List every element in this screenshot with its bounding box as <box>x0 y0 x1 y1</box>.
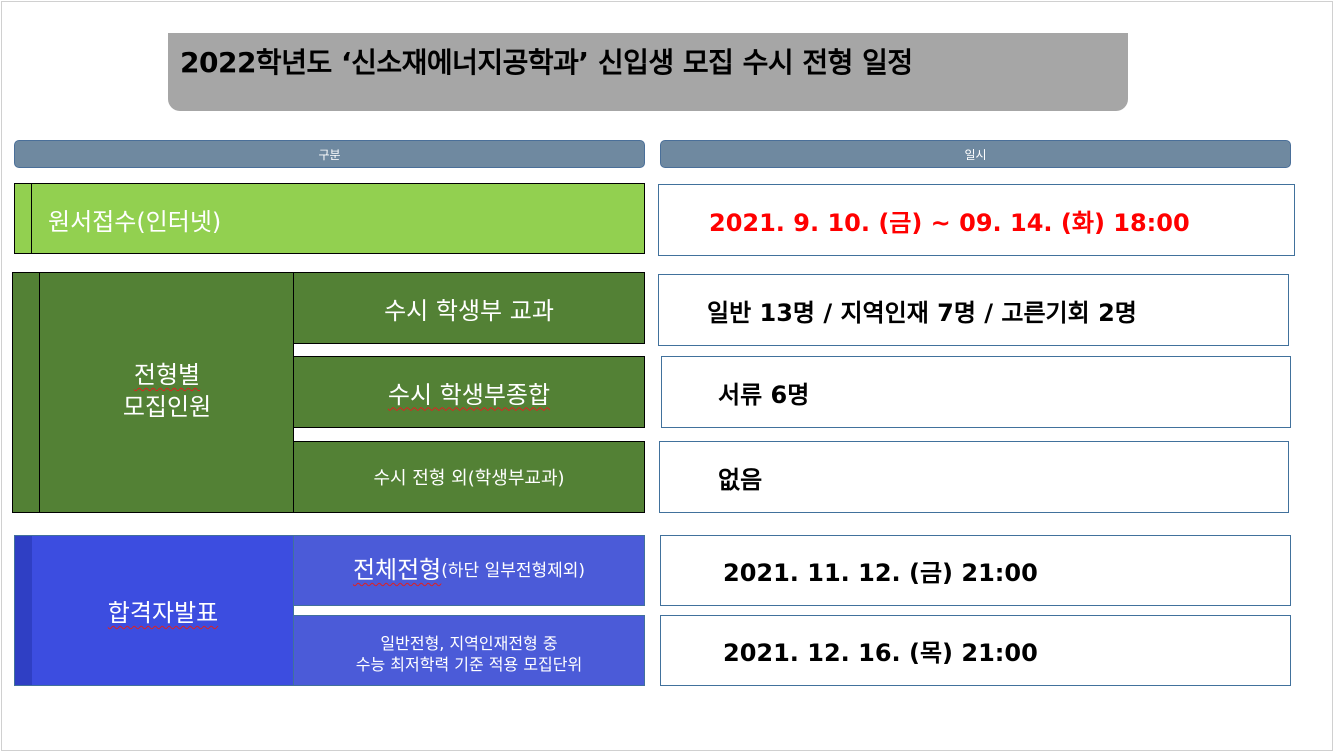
stripe <box>15 536 32 685</box>
quota-type-3: 수시 전형 외(학생부교과) <box>293 441 645 513</box>
announcement-value-1: 2021. 11. 12. (금) 21:00 <box>660 535 1291 606</box>
quota-label-line1: 전형별 <box>133 361 201 389</box>
announcement-type-2-line1: 일반전형, 지역인재전형 중 <box>380 633 558 653</box>
announcement-value-2: 2021. 12. 16. (목) 21:00 <box>660 615 1291 686</box>
announcement-type-1-sub: (하단 일부전형제외) <box>441 561 586 581</box>
announcement-type-1: 전체전형 (하단 일부전형제외) <box>293 535 645 606</box>
announcement-type-2-line2: 수능 최저학력 기준 적용 모집단위 <box>355 654 583 674</box>
quota-label-cell: 전형별 모집인원 <box>12 272 294 513</box>
announcement-label-cell: 합격자발표 <box>14 535 294 686</box>
header-schedule: 일시 <box>660 140 1291 168</box>
quota-type-1: 수시 학생부 교과 <box>293 272 645 344</box>
quota-label: 전형별 모집인원 <box>40 359 294 423</box>
quota-value-1: 일반 13명 / 지역인재 7명 / 고른기회 2명 <box>658 274 1289 346</box>
stripe <box>15 184 32 253</box>
quota-type-2-text: 수시 학생부종합 <box>387 380 551 409</box>
quota-value-2: 서류 6명 <box>661 356 1291 428</box>
application-cell: 원서접수(인터넷) <box>14 183 645 254</box>
announcement-type-2: 일반전형, 지역인재전형 중 수능 최저학력 기준 적용 모집단위 <box>293 615 645 686</box>
title-banner: 2022학년도 ‘신소재에너지공학과’ 신입생 모집 수시 전형 일정 <box>168 33 1128 111</box>
quota-label-line2: 모집인원 <box>122 393 212 421</box>
stripe <box>13 273 40 512</box>
announcement-label: 합격자발표 <box>107 599 219 627</box>
application-label: 원서접수(인터넷) <box>48 208 222 236</box>
quota-value-3: 없음 <box>659 441 1289 513</box>
quota-type-2: 수시 학생부종합 <box>293 356 645 428</box>
header-category: 구분 <box>14 140 645 168</box>
page-title: 2022학년도 ‘신소재에너지공학과’ 신입생 모집 수시 전형 일정 <box>180 46 913 79</box>
application-date: 2021. 9. 10. (금) ~ 09. 14. (화) 18:00 <box>658 184 1295 256</box>
announcement-type-1-main: 전체전형 <box>352 556 442 584</box>
